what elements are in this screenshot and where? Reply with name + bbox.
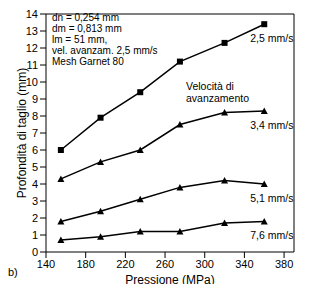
html-text:lm = 51 mm,: lm = 51 mm, (52, 34, 108, 45)
html-text:Mesh Garnet 80: Mesh Garnet 80 (52, 56, 124, 67)
svg-text:0: 0 (32, 246, 38, 258)
svg-text:300: 300 (196, 258, 214, 270)
svg-text:5: 5 (32, 161, 38, 173)
svg-text:260: 260 (156, 258, 174, 270)
svg-text:13: 13 (26, 25, 38, 37)
svg-text:1: 1 (32, 229, 38, 241)
svg-text:5,1 mm/s: 5,1 mm/s (250, 192, 293, 204)
svg-text:14: 14 (26, 8, 38, 20)
html-text:avanzamento: avanzamento (186, 92, 249, 104)
svg-text:7,6 mm/s: 7,6 mm/s (250, 229, 293, 241)
html-text:dn = 0,254 mm: dn = 0,254 mm (52, 12, 119, 23)
svg-text:9: 9 (32, 93, 38, 105)
svg-text:220: 220 (116, 258, 134, 270)
svg-text:180: 180 (77, 258, 95, 270)
svg-text:2,5 mm/s: 2,5 mm/s (250, 32, 293, 44)
svg-text:380: 380 (275, 258, 293, 270)
svg-text:Pressione (MPa): Pressione (MPa) (125, 273, 214, 284)
svg-text:7: 7 (32, 127, 38, 139)
svg-text:8: 8 (32, 110, 38, 122)
svg-text:11: 11 (26, 58, 38, 71)
html-text:vel. avanzam. 2,5 mm/s: vel. avanzam. 2,5 mm/s (52, 45, 158, 56)
svg-text:2: 2 (32, 212, 38, 224)
html-text:Velocità di: Velocità di (186, 80, 234, 92)
svg-text:140: 140 (37, 258, 55, 270)
html-text:b): b) (8, 266, 18, 278)
svg-text:3,4 mm/s: 3,4 mm/s (250, 119, 293, 131)
svg-text:10: 10 (25, 75, 38, 88)
svg-text:Profondità di taglio (mm): Profondità di taglio (mm) (15, 68, 29, 199)
svg-text:6: 6 (32, 144, 38, 156)
svg-text:340: 340 (235, 258, 253, 270)
svg-text:3: 3 (32, 195, 38, 207)
html-text:dm = 0,813 mm: dm = 0,813 mm (52, 23, 122, 34)
svg-text:4: 4 (32, 178, 38, 190)
svg-text:12: 12 (26, 42, 38, 54)
